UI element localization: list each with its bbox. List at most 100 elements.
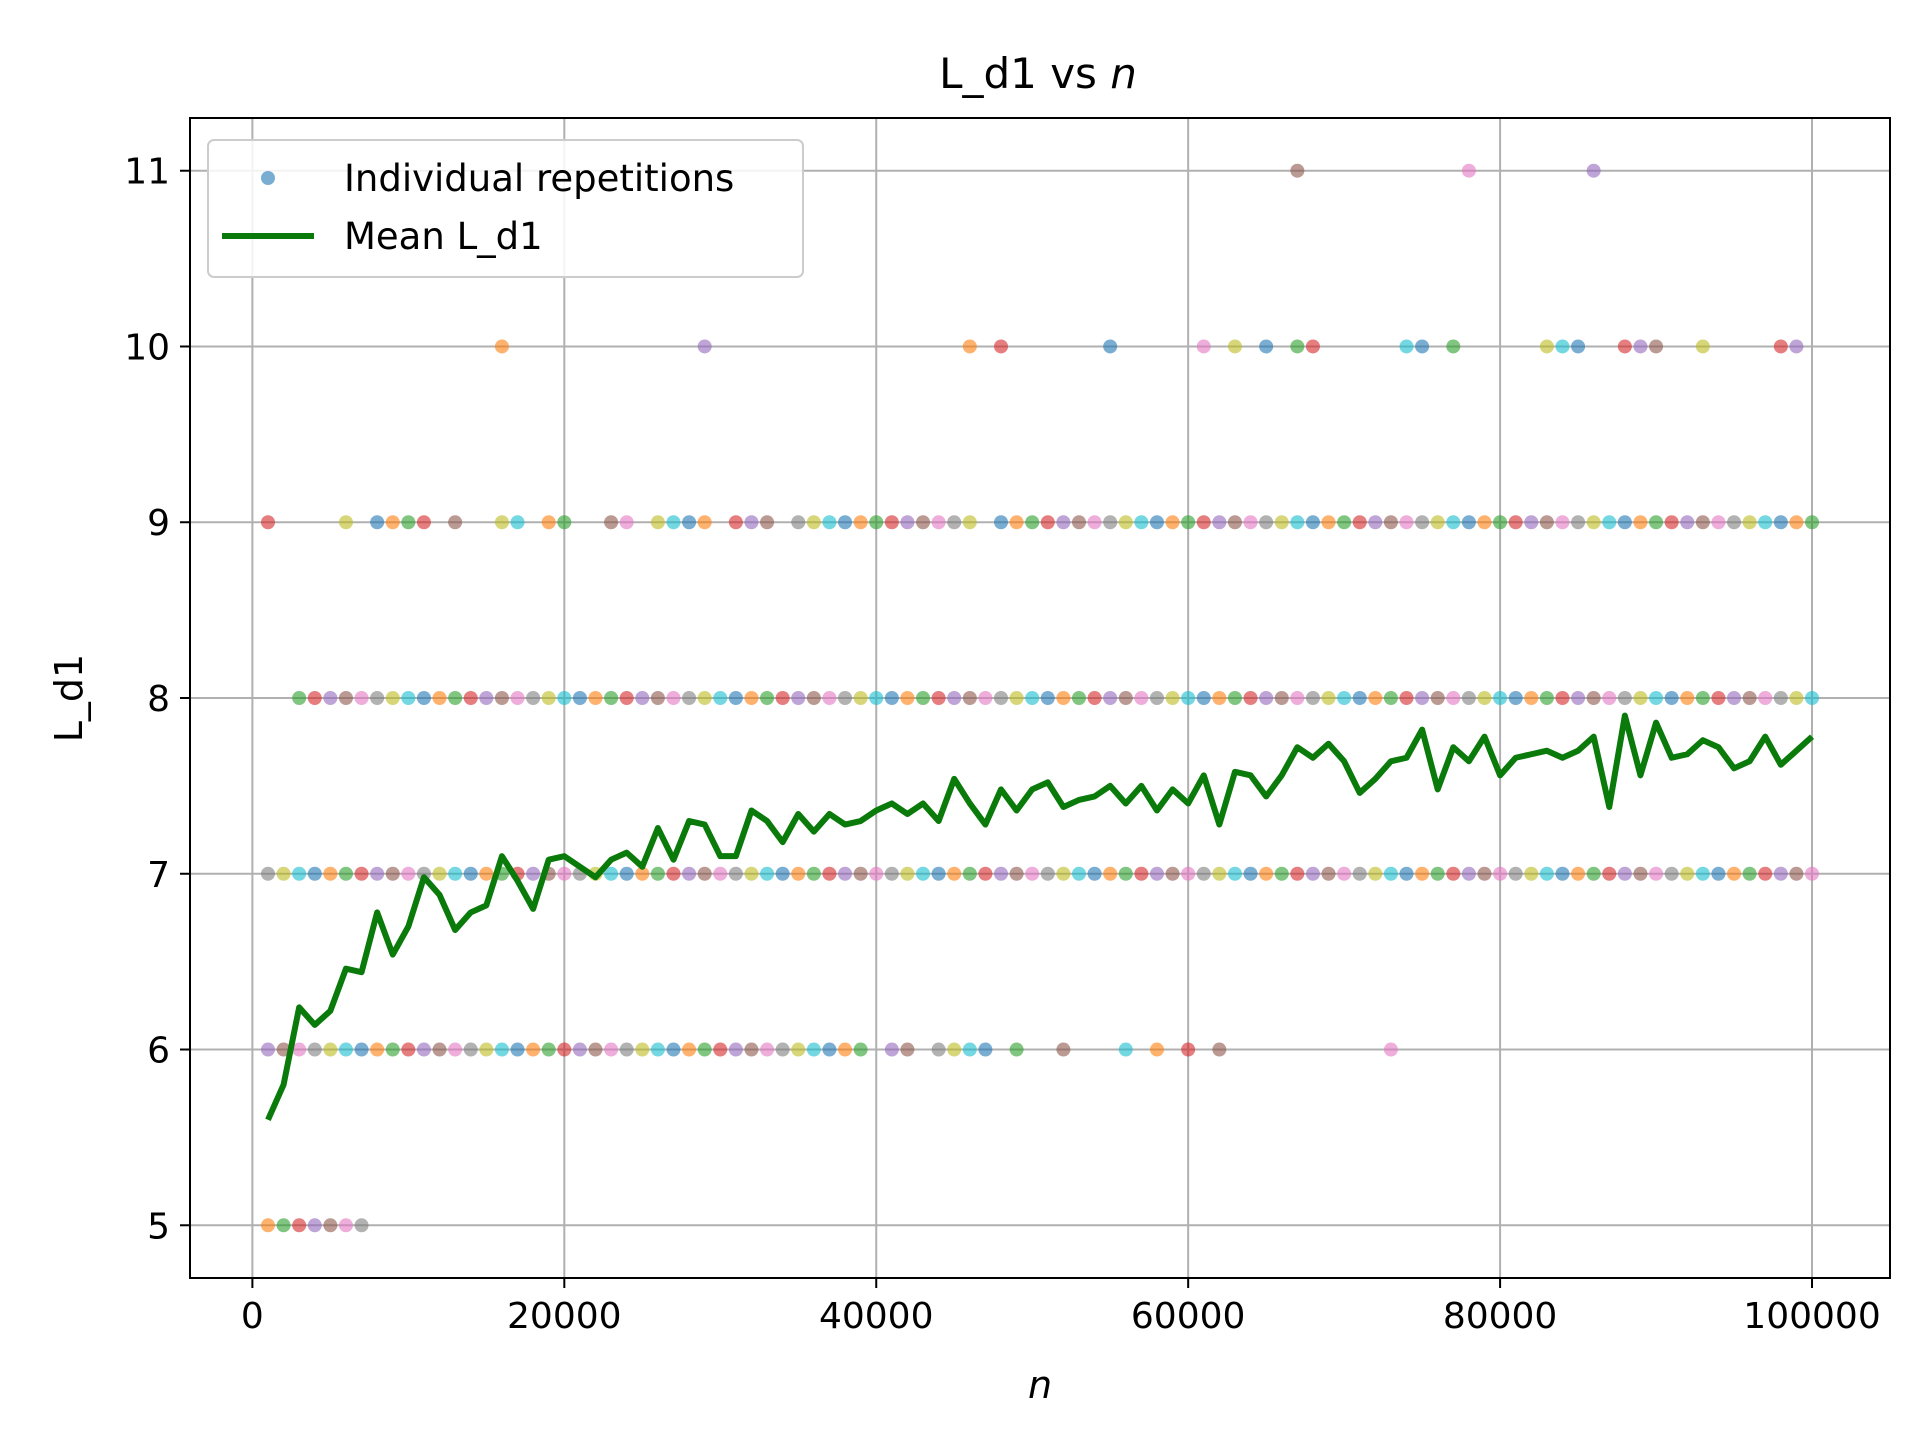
data-point (510, 1042, 525, 1057)
data-point (1056, 691, 1071, 705)
y-tick-label: 8 (147, 679, 170, 720)
data-point (1508, 866, 1523, 881)
data-point (557, 1042, 572, 1057)
data-point (1040, 691, 1055, 705)
data-point (619, 866, 634, 881)
data-point (354, 1042, 369, 1057)
data-point (916, 691, 931, 705)
data-point (744, 691, 759, 705)
data-point (1539, 691, 1554, 705)
data-point (697, 339, 712, 354)
data-point (884, 515, 899, 530)
data-point (1149, 1042, 1164, 1057)
data-point (526, 691, 541, 705)
data-point (1181, 1042, 1196, 1057)
data-point (775, 866, 790, 881)
data-point (697, 515, 712, 530)
data-point (448, 515, 463, 530)
data-point (900, 866, 915, 881)
data-point (931, 1042, 946, 1057)
data-point (1227, 691, 1242, 705)
data-point (744, 515, 759, 530)
data-point (1149, 515, 1164, 530)
data-point (338, 1042, 353, 1057)
data-point (1243, 691, 1258, 705)
y-axis-ticks: 5 6 7 8 9 10 11 (124, 152, 190, 1247)
data-point (1368, 691, 1383, 705)
data-point (338, 691, 353, 705)
data-point (1415, 339, 1430, 354)
data-point (385, 515, 400, 530)
data-point (1290, 691, 1305, 705)
x-axis-label: n (1028, 1363, 1052, 1407)
data-point (354, 691, 369, 705)
data-point (713, 866, 728, 881)
data-point (962, 339, 977, 354)
data-point (1727, 515, 1742, 530)
data-point (1446, 866, 1461, 881)
data-point (728, 866, 743, 881)
data-point (1664, 515, 1679, 530)
data-point (650, 515, 665, 530)
data-point (604, 515, 619, 530)
data-point (1103, 866, 1118, 881)
data-point (1181, 866, 1196, 881)
data-point (1446, 515, 1461, 530)
data-point (463, 1042, 478, 1057)
data-point (1773, 515, 1788, 530)
data-point (276, 866, 291, 881)
data-point (728, 1042, 743, 1057)
data-point (307, 1042, 322, 1057)
data-point (1695, 866, 1710, 881)
data-point (900, 1042, 915, 1057)
data-point (385, 691, 400, 705)
data-point (1602, 691, 1617, 705)
data-point (744, 1042, 759, 1057)
data-point (1571, 866, 1586, 881)
data-point (947, 691, 962, 705)
data-point (1071, 691, 1086, 705)
data-point (276, 1218, 291, 1233)
data-point (1571, 515, 1586, 530)
data-point (1602, 866, 1617, 881)
data-point (760, 691, 775, 705)
data-point (370, 1042, 385, 1057)
data-point (1025, 515, 1040, 530)
data-point (1196, 515, 1211, 530)
data-point (370, 515, 385, 530)
data-point (1430, 515, 1445, 530)
data-point (1742, 515, 1757, 530)
data-point (1196, 866, 1211, 881)
data-point (1165, 691, 1180, 705)
data-point (1493, 866, 1508, 881)
data-point (1305, 866, 1320, 881)
data-point (1196, 691, 1211, 705)
data-point (1399, 866, 1414, 881)
data-point (1695, 339, 1710, 354)
data-point (1259, 691, 1274, 705)
data-point (1617, 339, 1632, 354)
x-tick-label: 60000 (1131, 1296, 1246, 1337)
data-point (1025, 691, 1040, 705)
data-point (619, 691, 634, 705)
data-point (541, 1042, 556, 1057)
data-point (1352, 691, 1367, 705)
data-point (401, 1042, 416, 1057)
data-point (931, 515, 946, 530)
data-point (1680, 515, 1695, 530)
data-point (916, 515, 931, 530)
data-point (1290, 339, 1305, 354)
data-point (292, 1042, 307, 1057)
data-point (1711, 691, 1726, 705)
data-point (791, 515, 806, 530)
data-point (853, 515, 868, 530)
data-point (728, 515, 743, 530)
data-point (307, 866, 322, 881)
data-point (931, 866, 946, 881)
data-point (994, 691, 1009, 705)
data-point (1212, 691, 1227, 705)
data-point (1212, 1042, 1227, 1057)
data-point (1711, 515, 1726, 530)
data-point (978, 691, 993, 705)
